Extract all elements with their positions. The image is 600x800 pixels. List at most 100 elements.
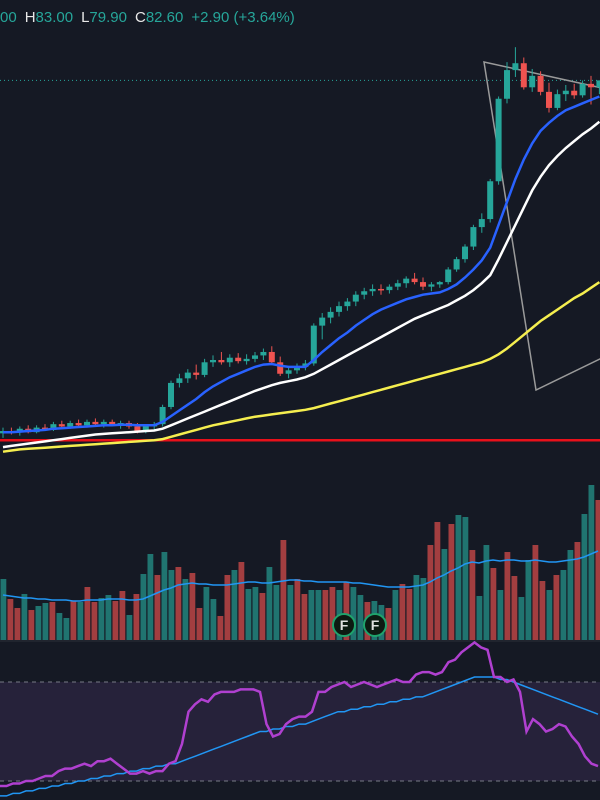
marker-label: F: [340, 617, 349, 633]
candle-body: [562, 90, 569, 95]
candle-body: [58, 424, 65, 427]
volume-bar: [133, 594, 140, 640]
candle: [462, 244, 468, 263]
candle-body: [243, 358, 250, 362]
candle: [243, 354, 250, 365]
candle-body: [596, 80, 600, 88]
candle: [579, 80, 586, 98]
candle-body: [512, 63, 519, 71]
price-pane[interactable]: [0, 47, 600, 453]
candle: [369, 284, 376, 296]
candle: [411, 272, 418, 285]
volume-bar: [294, 579, 301, 640]
triangle-drawing[interactable]: [483, 61, 600, 392]
candle: [260, 348, 267, 360]
candle-body: [235, 357, 242, 362]
candle: [201, 358, 208, 378]
candle: [453, 256, 460, 272]
candle-body: [344, 301, 351, 307]
volume-bar: [287, 585, 294, 640]
candle: [168, 380, 174, 410]
rsi-band-fill: [0, 682, 600, 781]
close-value: 82.60: [145, 9, 184, 26]
volume-bar: [546, 590, 553, 640]
volume-bar: [28, 610, 35, 640]
volume-bar: [84, 587, 91, 640]
candle-body: [327, 311, 334, 318]
candle-body: [193, 372, 200, 375]
candle-body: [159, 406, 166, 425]
candle: [344, 298, 351, 311]
candle-body: [470, 227, 477, 247]
candle-body: [260, 351, 267, 356]
volume-bar: [259, 593, 266, 640]
candle-body: [67, 423, 74, 427]
candle-body: [226, 357, 233, 363]
candle-body: [394, 283, 401, 287]
candle-body: [478, 219, 485, 228]
earnings-marker[interactable]: F: [363, 613, 387, 637]
volume-bar: [553, 575, 560, 640]
volume-bar: [483, 545, 490, 640]
low-value: 79.90: [89, 9, 127, 26]
volume-bar: [329, 587, 336, 640]
candle: [470, 224, 477, 250]
ohlc-legend: 00 H83.00 L79.90 C82.60 +2.90 (+3.64%): [0, 6, 295, 30]
candle-body: [420, 282, 426, 287]
candle-body: [142, 426, 149, 432]
volume-bar: [420, 578, 427, 640]
rsi-line: [0, 640, 599, 788]
volume-bar: [399, 584, 406, 640]
volume-bar: [91, 602, 98, 640]
candle-body: [537, 75, 544, 92]
volume-bar: [49, 602, 56, 640]
candle: [512, 47, 519, 77]
volume-bar: [455, 515, 462, 640]
candle: [252, 351, 258, 363]
candle-body: [504, 70, 510, 99]
volume-bar: [245, 589, 252, 640]
candle-body: [277, 362, 284, 374]
volume-bar: [343, 582, 350, 640]
candle-body: [529, 75, 536, 88]
candle-body: [218, 360, 225, 363]
rsi-pane[interactable]: [0, 640, 600, 797]
candle: [420, 277, 426, 291]
candle-body: [75, 423, 82, 426]
candle-body: [84, 421, 90, 426]
candle: [394, 279, 401, 291]
volume-bar: [147, 554, 154, 640]
ema-mid-line: [2, 120, 600, 449]
candle: [352, 291, 359, 307]
candle-body: [109, 421, 116, 426]
candle: [386, 284, 393, 294]
high-value: 83.00: [35, 9, 74, 26]
volume-bar: [224, 575, 231, 640]
volume-bar: [560, 570, 567, 640]
candle-body: [134, 426, 141, 432]
volume-bar: [462, 517, 469, 640]
candle-body: [92, 421, 99, 425]
volume-bar: [301, 594, 308, 640]
candle-body: [201, 362, 208, 375]
candle-body: [520, 63, 527, 88]
candle: [235, 353, 242, 364]
candle-body: [495, 98, 502, 182]
candle-body: [571, 90, 578, 96]
candle-body: [411, 278, 418, 283]
volume-bar: [532, 545, 539, 640]
candle: [294, 363, 300, 374]
volume-bar: [280, 540, 287, 640]
candle: [554, 89, 561, 111]
candle: [378, 284, 384, 295]
earnings-marker[interactable]: F: [332, 613, 356, 637]
candle: [302, 360, 309, 371]
rsi-ma-line: [0, 676, 599, 797]
volume-bar: [126, 615, 133, 640]
volume-bar: [357, 595, 364, 640]
volume-bar: [574, 542, 581, 640]
volume-bar: [175, 567, 182, 640]
volume-bar: [448, 524, 455, 640]
